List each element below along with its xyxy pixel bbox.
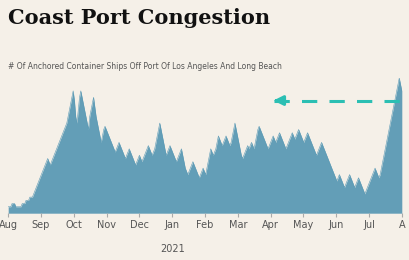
Text: # Of Anchored Container Ships Off Port Of Los Angeles And Long Beach: # Of Anchored Container Ships Off Port O… [8,62,281,72]
Text: 2021: 2021 [160,244,184,254]
Text: Coast Port Congestion: Coast Port Congestion [8,8,270,28]
